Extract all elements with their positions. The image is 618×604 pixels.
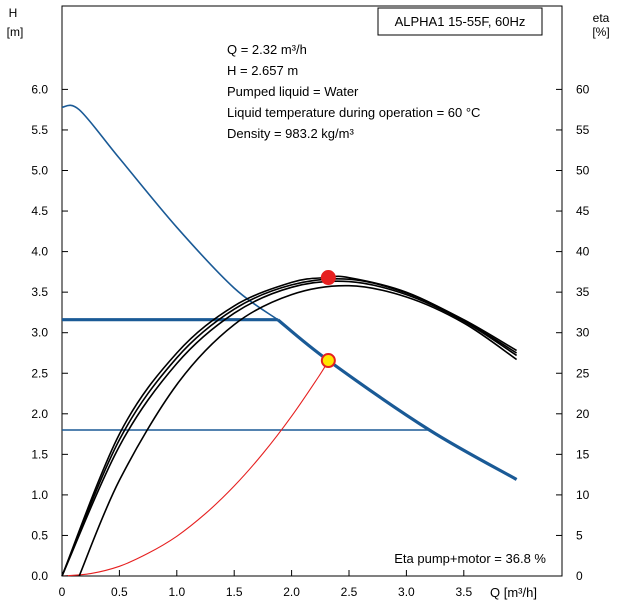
y-right-axis-unit: [%] bbox=[592, 25, 609, 39]
y-right-tick-label: 10 bbox=[576, 488, 590, 502]
y-right-tick-label: 40 bbox=[576, 245, 590, 259]
y-left-tick-label: 2.0 bbox=[31, 407, 48, 421]
x-tick-label: 1.0 bbox=[168, 585, 185, 599]
y-left-tick-label: 0.0 bbox=[31, 569, 48, 583]
head-duty-point bbox=[320, 353, 336, 369]
y-right-axis-title: eta bbox=[593, 11, 610, 25]
y-right-tick-label: 45 bbox=[576, 204, 590, 218]
info-line-temperature: Liquid temperature during operation = 60… bbox=[227, 105, 480, 120]
info-box: Q = 2.32 m³/h H = 2.657 m Pumped liquid … bbox=[227, 42, 480, 141]
eta-curve bbox=[78, 284, 518, 577]
x-tick-label: 0 bbox=[59, 585, 66, 599]
y-right-tick-label: 5 bbox=[576, 528, 583, 542]
y-left-axis-unit: [m] bbox=[7, 25, 24, 39]
eta-curve bbox=[61, 280, 518, 577]
y-left-tick-label: 2.5 bbox=[31, 366, 48, 380]
y-left-tick-label: 5.5 bbox=[31, 123, 48, 137]
x-axis-title: Q [m³/h] bbox=[490, 585, 537, 600]
chart-title: ALPHA1 15-55F, 60Hz bbox=[395, 14, 526, 29]
x-tick-label: 3.0 bbox=[398, 585, 415, 599]
info-line-head: H = 2.657 m bbox=[227, 63, 298, 78]
y-right-tick-label: 30 bbox=[576, 326, 590, 340]
head-curve bbox=[276, 318, 518, 481]
y-left-tick-label: 3.5 bbox=[31, 285, 48, 299]
y-left-tick-label: 4.5 bbox=[31, 204, 48, 218]
y-right-tick-label: 0 bbox=[576, 569, 583, 583]
y-right-tick-label: 60 bbox=[576, 82, 590, 96]
y-left-tick-label: 1.5 bbox=[31, 447, 48, 461]
eta-curve bbox=[61, 277, 518, 577]
x-tick-label: 0.5 bbox=[111, 585, 128, 599]
system-curve bbox=[61, 360, 329, 577]
y-right-tick-label: 35 bbox=[576, 285, 590, 299]
y-right-tick-label: 25 bbox=[576, 366, 590, 380]
chart-title-box bbox=[377, 7, 543, 36]
y-right-tick-label: 20 bbox=[576, 407, 590, 421]
info-line-liquid: Pumped liquid = Water bbox=[227, 84, 359, 99]
eta-duty-point bbox=[320, 270, 336, 286]
y-left-tick-label: 6.0 bbox=[31, 82, 48, 96]
y-right-tick-label: 55 bbox=[576, 123, 590, 137]
eta-annotation: Eta pump+motor = 36.8 % bbox=[394, 551, 546, 566]
x-tick-label: 2.0 bbox=[283, 585, 300, 599]
y-left-tick-label: 5.0 bbox=[31, 164, 48, 178]
y-left-tick-label: 0.5 bbox=[31, 528, 48, 542]
x-tick-label: 3.5 bbox=[455, 585, 472, 599]
x-tick-label: 1.5 bbox=[226, 585, 243, 599]
y-left-tick-label: 3.0 bbox=[31, 326, 48, 340]
y-left-axis-title: H bbox=[9, 6, 18, 20]
x-tick-label: 2.5 bbox=[341, 585, 358, 599]
info-line-flow: Q = 2.32 m³/h bbox=[227, 42, 307, 57]
y-right-tick-label: 50 bbox=[576, 164, 590, 178]
y-left-tick-label: 1.0 bbox=[31, 488, 48, 502]
y-left-tick-label: 4.0 bbox=[31, 245, 48, 259]
y-right-tick-label: 15 bbox=[576, 447, 590, 461]
info-line-density: Density = 983.2 kg/m³ bbox=[227, 126, 354, 141]
head-curve bbox=[61, 104, 279, 321]
plot-frame bbox=[61, 5, 563, 577]
